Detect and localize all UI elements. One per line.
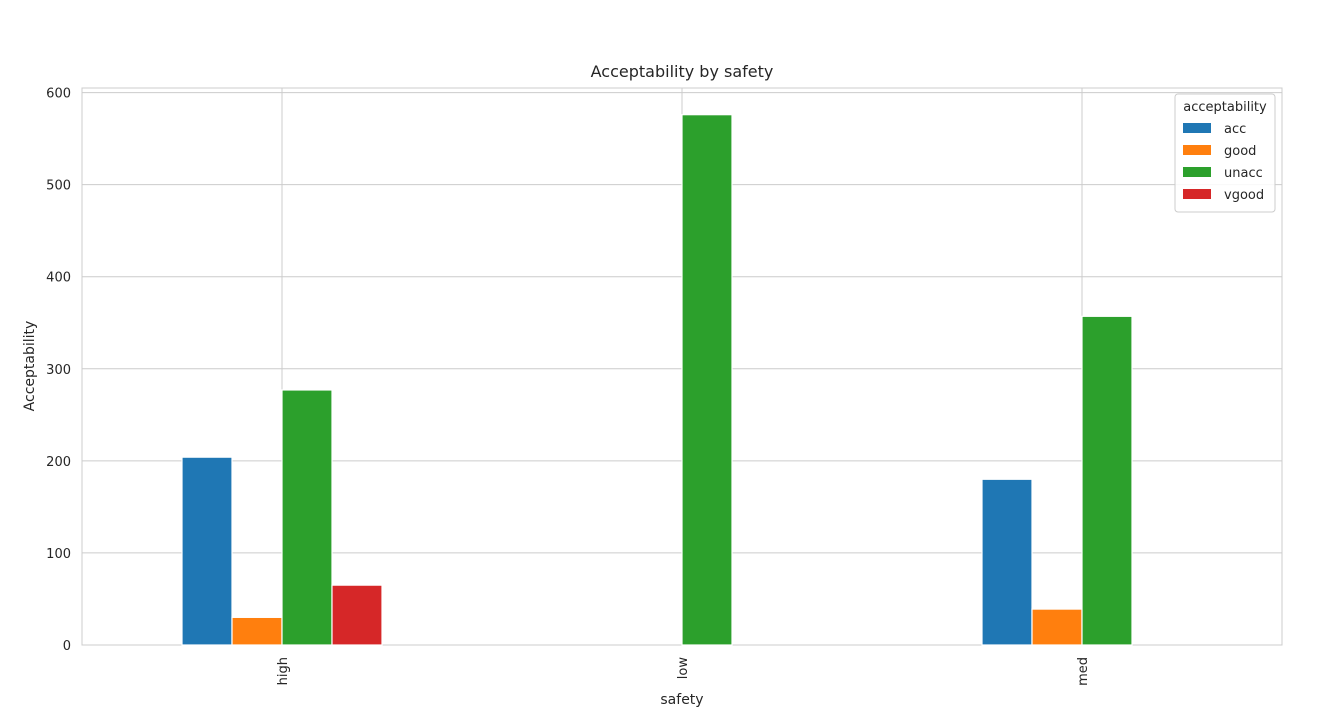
x-tick-label: high — [276, 657, 291, 685]
bar-unacc-med — [1081, 315, 1133, 646]
legend-swatch-acc — [1183, 123, 1211, 133]
y-axis-label: Acceptability — [22, 321, 38, 412]
x-tick-label: med — [1076, 657, 1091, 686]
y-tick-label: 400 — [46, 271, 71, 286]
legend-label-good: good — [1224, 144, 1256, 159]
y-tick-label: 500 — [46, 179, 71, 194]
legend-label-vgood: vgood — [1224, 188, 1264, 203]
bar-unacc-high — [281, 389, 333, 646]
legend-title: acceptability — [1183, 100, 1267, 115]
bar-acc-high — [181, 456, 233, 646]
legend-swatch-good — [1183, 145, 1211, 155]
bar-acc-med — [981, 478, 1033, 646]
y-tick-label: 600 — [46, 87, 71, 102]
y-tick-label: 100 — [46, 547, 71, 562]
legend-swatch-unacc — [1183, 167, 1211, 177]
bars-layer — [181, 114, 1133, 646]
legend-label-unacc: unacc — [1224, 166, 1263, 181]
chart-title: Acceptability by safety — [591, 62, 774, 81]
bar-unacc-low — [681, 114, 733, 646]
bar-good-med — [1031, 608, 1083, 646]
axis-layer: 0 100 200 300 400 500 600 high low med — [46, 87, 1091, 686]
y-tick-label: 300 — [46, 363, 71, 378]
legend-label-acc: acc — [1224, 122, 1246, 137]
legend-swatch-vgood — [1183, 189, 1211, 199]
y-tick-label: 0 — [63, 639, 71, 654]
bar-good-high — [231, 616, 283, 646]
x-axis-label: safety — [660, 692, 703, 708]
legend-items: acc good unacc vgood — [1183, 122, 1264, 203]
legend: acceptability acc good unacc vgood — [1174, 93, 1276, 213]
y-tick-label: 200 — [46, 455, 71, 470]
x-tick-label: low — [676, 657, 691, 680]
bar-vgood-high — [331, 584, 383, 646]
